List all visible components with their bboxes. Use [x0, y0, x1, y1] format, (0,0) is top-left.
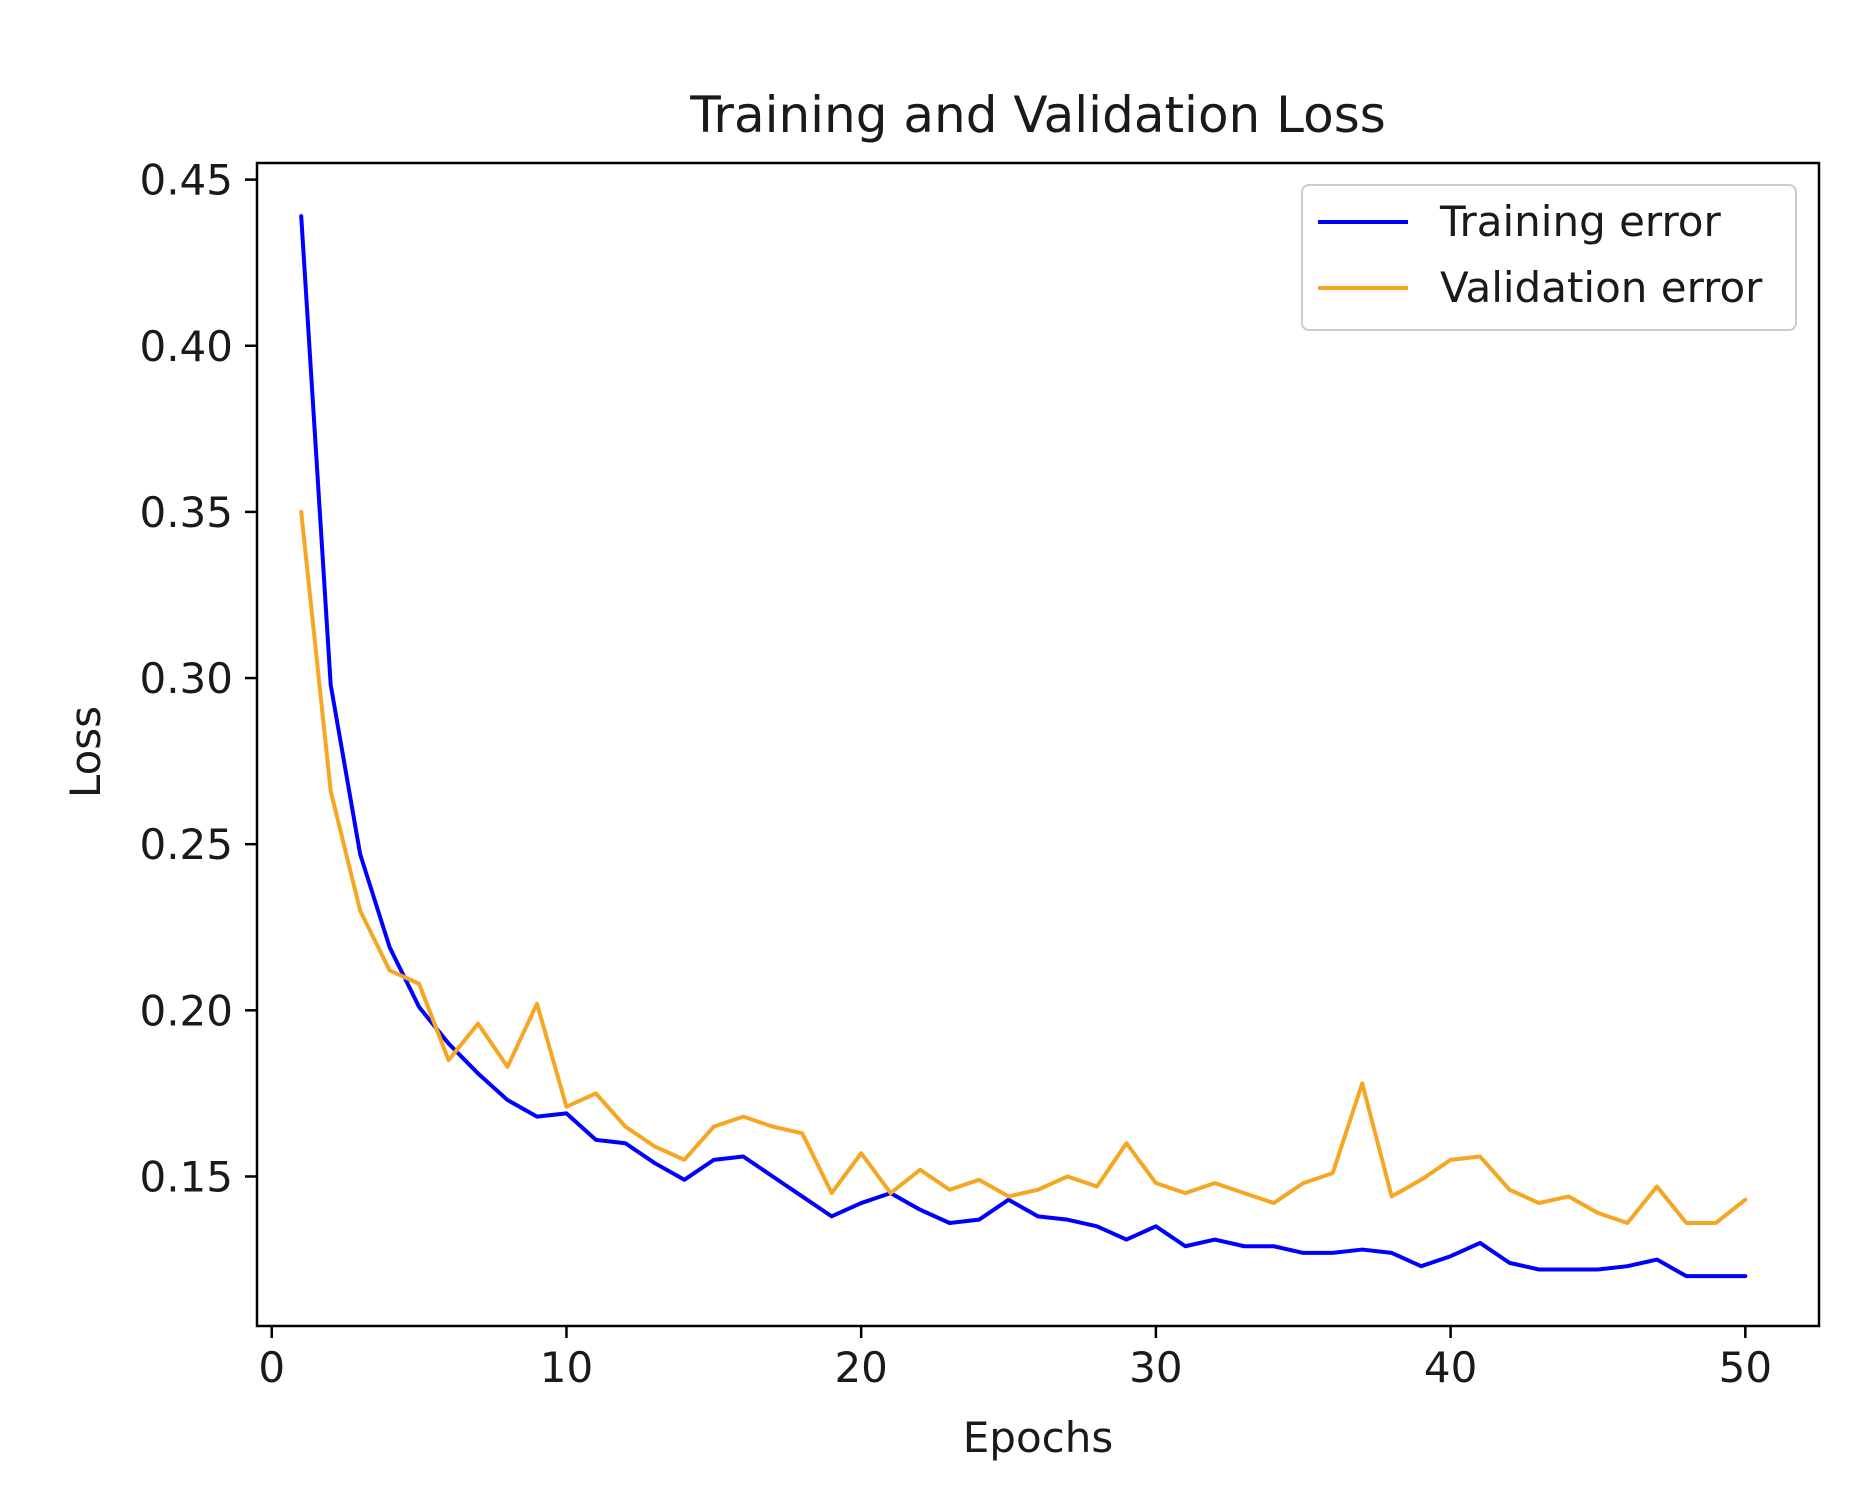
- x-tick-label: 40: [1424, 1343, 1477, 1392]
- y-axis: 0.15 0.20 0.25 0.30 0.35 0.40 0.45: [139, 156, 257, 1201]
- y-tick-label: 0.45: [139, 156, 233, 205]
- x-tick-label: 10: [540, 1343, 593, 1392]
- y-tick-label: 0.30: [139, 654, 233, 703]
- y-axis-label: Loss: [61, 706, 110, 798]
- y-tick-label: 0.35: [139, 488, 233, 537]
- series-line-validation-error: [299, 509, 1748, 1225]
- y-tick-label: 0.25: [139, 820, 233, 869]
- x-tick-label: 20: [834, 1343, 887, 1392]
- x-tick-label: 50: [1719, 1343, 1772, 1392]
- legend-box: [1301, 184, 1797, 331]
- x-tick-label: 0: [258, 1343, 285, 1392]
- chart-title: Training and Validation Loss: [689, 86, 1386, 144]
- y-tick-label: 0.40: [139, 322, 233, 371]
- plot-area: [255, 161, 1821, 1328]
- x-axis-label: Epochs: [963, 1413, 1114, 1462]
- y-tick-label: 0.20: [139, 986, 233, 1035]
- legend-label-validation-error: Validation error: [1440, 263, 1763, 312]
- legend: Training error Validation error: [1301, 184, 1797, 331]
- x-axis: 0 10 20 30 40 50: [258, 1326, 1772, 1392]
- series-line-training-error: [299, 214, 1748, 1279]
- y-tick-label: 0.15: [139, 1152, 233, 1201]
- x-tick-label: 30: [1129, 1343, 1182, 1392]
- legend-label-training-error: Training error: [1439, 197, 1721, 246]
- series-layer: [299, 214, 1748, 1279]
- plot-frame: [255, 161, 1821, 1328]
